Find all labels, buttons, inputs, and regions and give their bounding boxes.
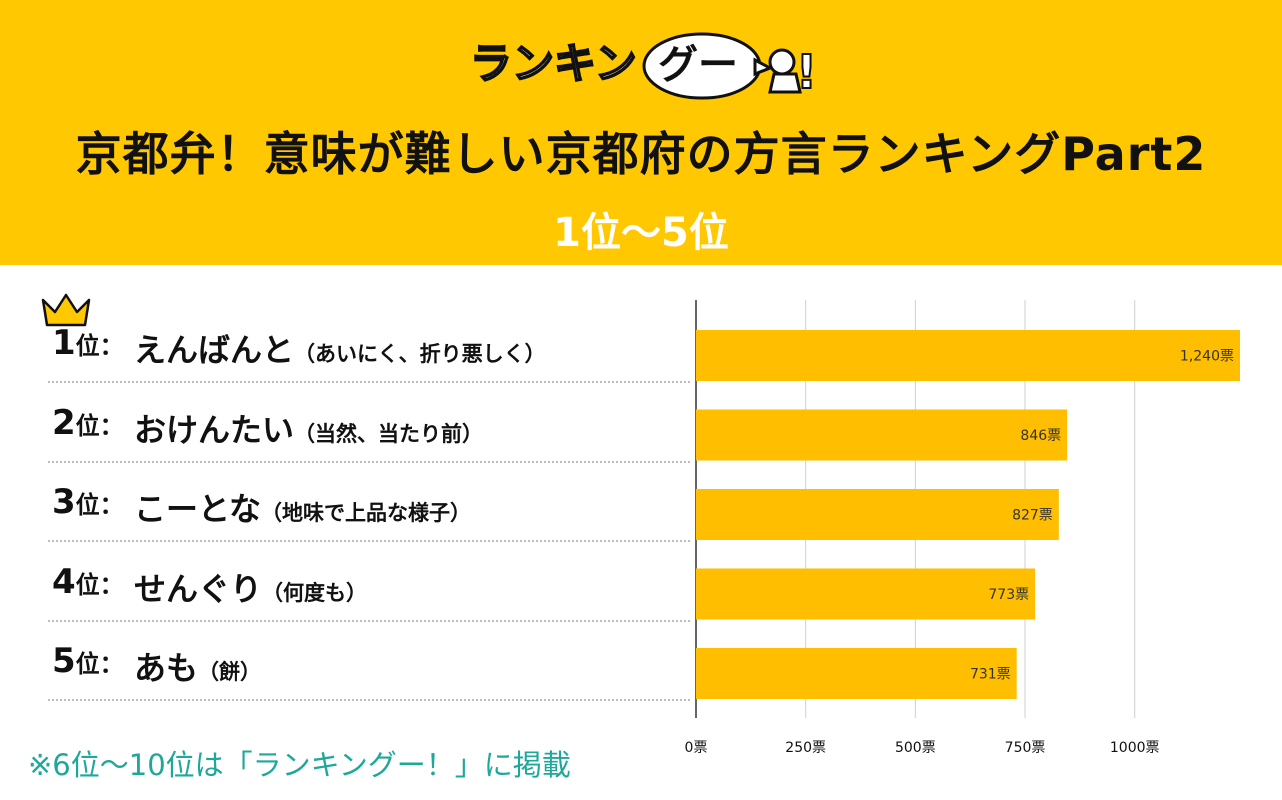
- bar: [696, 648, 1017, 699]
- rank-label: 1位：: [52, 323, 124, 363]
- ranking-row: 2位： おけんたい（当然、当たり前）: [48, 385, 690, 463]
- dialect-term: こーとな（地味で上品な様子）: [134, 484, 471, 530]
- rank-label: 2位：: [52, 403, 124, 443]
- term-text: せんぐり: [134, 569, 263, 608]
- rank-label: 5位：: [52, 641, 124, 681]
- rank-suffix: 位：: [75, 650, 124, 678]
- term-meaning: （何度も）: [262, 580, 368, 605]
- bar: [696, 489, 1059, 540]
- bar-value-label: 731票: [970, 667, 1011, 683]
- term-meaning: （当然、当たり前）: [294, 421, 484, 446]
- term-text: おけんたい: [134, 410, 295, 449]
- dialect-term: せんぐり（何度も）: [134, 564, 367, 610]
- ranking-row: 1位： えんばんと（あいにく、折り悪しく）: [48, 305, 690, 383]
- ranking-goo-logo: ランキン グー !: [470, 32, 818, 100]
- rank-suffix: 位：: [75, 570, 124, 599]
- rank-label: 4位：: [52, 562, 124, 602]
- bar: [696, 409, 1068, 461]
- dialect-term: あも（餅）: [134, 643, 261, 689]
- term-meaning: （地味で上品な様子）: [261, 501, 472, 525]
- rank-number: 2: [52, 402, 76, 443]
- term-text: こーとな: [134, 490, 262, 528]
- bar: [696, 330, 1240, 381]
- x-tick-label: 750票: [1005, 740, 1046, 756]
- ranking-row: 4位： せんぐり（何度も）: [48, 544, 690, 622]
- rank-number: 1: [52, 323, 76, 363]
- term-text: えんばんと: [134, 331, 295, 369]
- rank-suffix: 位：: [75, 411, 124, 440]
- rank-suffix: 位：: [75, 491, 124, 519]
- ranking-row: 3位： こーとな（地味で上品な様子）: [48, 464, 690, 542]
- crown-icon: [41, 293, 91, 327]
- rank-suffix: 位：: [75, 332, 124, 360]
- rank-number: 3: [52, 482, 76, 522]
- bar-value-label: 1,240票: [1180, 349, 1234, 365]
- rank-number: 4: [52, 561, 76, 602]
- ranking-row: 5位： あも（餅）: [48, 623, 690, 701]
- header-banner: ランキン グー ! 京都弁！意味が難しい京都府の方言ランキングPart2 1位〜…: [0, 0, 1282, 265]
- svg-text:!: !: [796, 45, 817, 99]
- term-meaning: （あいにく、折り悪しく）: [294, 342, 546, 366]
- page-title: 京都弁！意味が難しい京都府の方言ランキングPart2: [75, 127, 1207, 181]
- footnote[interactable]: ※6位〜10位は「ランキングー！」に掲載: [28, 748, 571, 782]
- dialect-term: おけんたい（当然、当たり前）: [134, 405, 483, 451]
- rank-label: 3位：: [52, 482, 124, 522]
- rank-number: 5: [52, 641, 76, 681]
- x-tick-label: 500票: [895, 740, 936, 756]
- term-text: あも: [134, 649, 199, 687]
- page-subtitle: 1位〜5位: [553, 210, 729, 256]
- x-tick-label: 0票: [685, 740, 708, 756]
- svg-text:グー: グー: [658, 42, 738, 88]
- bar-value-label: 827票: [1012, 508, 1053, 524]
- x-tick-label: 1000票: [1110, 740, 1160, 756]
- bar-value-label: 846票: [1020, 428, 1061, 444]
- bar: [696, 568, 1036, 620]
- svg-text:ランキン: ランキン: [470, 39, 637, 88]
- bar-value-label: 773票: [988, 587, 1029, 603]
- dialect-term: えんばんと（あいにく、折り悪しく）: [134, 325, 546, 371]
- x-tick-label: 250票: [785, 740, 826, 756]
- term-meaning: （餅）: [198, 660, 262, 684]
